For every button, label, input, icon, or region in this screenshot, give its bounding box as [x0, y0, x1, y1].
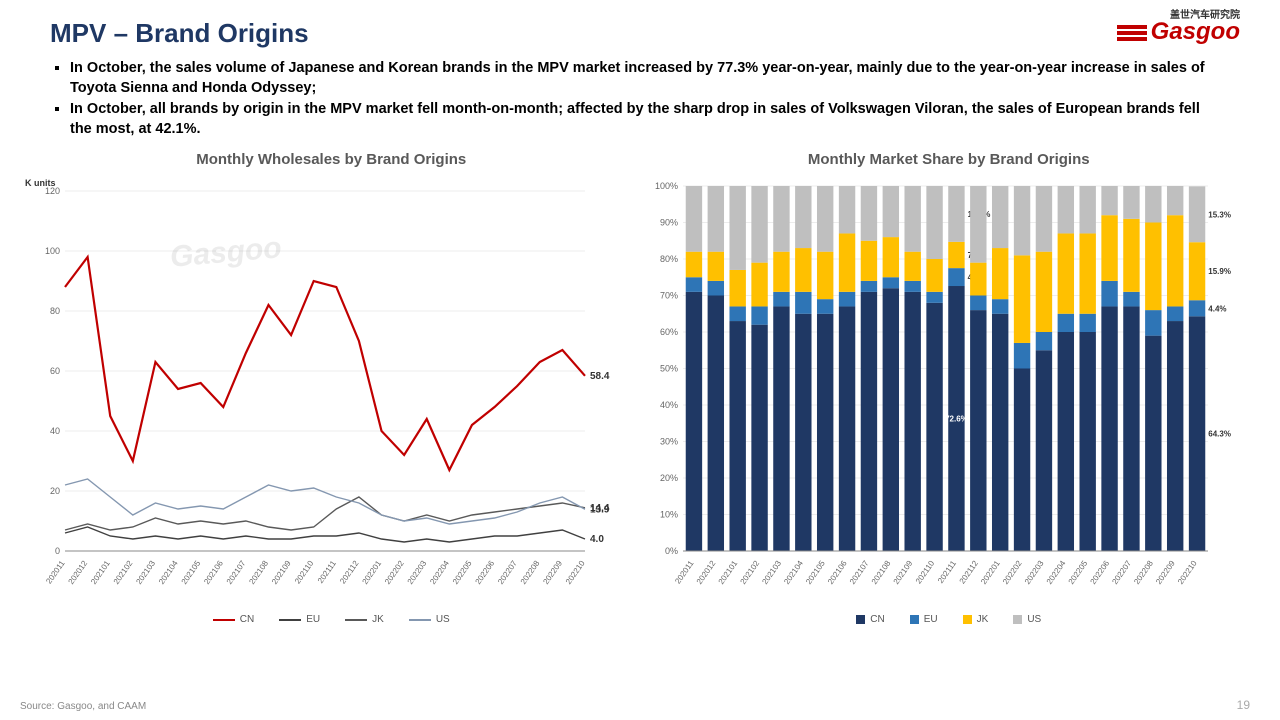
svg-text:202206: 202206: [474, 559, 497, 586]
svg-text:202012: 202012: [67, 559, 90, 586]
svg-text:202101: 202101: [89, 559, 112, 586]
y-axis-unit: K units: [25, 178, 56, 188]
svg-text:40: 40: [50, 426, 60, 436]
legend-EU: EU: [279, 614, 320, 625]
svg-text:90%: 90%: [659, 218, 677, 228]
svg-text:202109: 202109: [891, 559, 914, 586]
svg-text:202107: 202107: [225, 559, 248, 586]
svg-text:202208: 202208: [1132, 559, 1155, 586]
svg-text:202111: 202111: [316, 559, 338, 586]
svg-text:202202: 202202: [1001, 559, 1024, 586]
page-number: 19: [1237, 698, 1250, 712]
svg-text:80: 80: [50, 306, 60, 316]
svg-text:60: 60: [50, 366, 60, 376]
right-chart: Monthly Market Share by Brand Origins 0%…: [648, 151, 1251, 625]
page-title: MPV – Brand Origins: [50, 18, 309, 49]
svg-text:202110: 202110: [913, 559, 936, 586]
svg-text:202104: 202104: [782, 559, 805, 586]
svg-text:202109: 202109: [270, 559, 293, 586]
svg-text:202201: 202201: [979, 559, 1002, 586]
svg-text:202202: 202202: [383, 559, 406, 586]
svg-text:15.9%: 15.9%: [1208, 267, 1231, 276]
svg-text:202105: 202105: [180, 559, 203, 586]
svg-text:10%: 10%: [659, 510, 677, 520]
svg-text:202106: 202106: [202, 559, 225, 586]
source-footer: Source: Gasgoo, and CAAM: [20, 701, 146, 712]
svg-text:202107: 202107: [847, 559, 870, 586]
svg-text:0%: 0%: [664, 546, 677, 556]
svg-text:100: 100: [45, 246, 60, 256]
svg-text:202204: 202204: [428, 559, 451, 586]
legend-US: US: [409, 614, 450, 625]
svg-text:202205: 202205: [451, 559, 474, 586]
svg-text:100%: 100%: [654, 181, 677, 191]
svg-text:202210: 202210: [1176, 559, 1199, 586]
right-legend: CN EU JK US: [648, 614, 1251, 625]
svg-text:202203: 202203: [406, 559, 429, 586]
svg-text:70%: 70%: [659, 291, 677, 301]
legend-EU: EU: [910, 614, 938, 625]
svg-text:20: 20: [50, 486, 60, 496]
svg-text:202207: 202207: [1110, 559, 1133, 586]
svg-text:13.9: 13.9: [590, 505, 610, 516]
svg-text:202103: 202103: [760, 559, 783, 586]
svg-text:20%: 20%: [659, 473, 677, 483]
svg-text:202103: 202103: [134, 559, 157, 586]
svg-text:202011: 202011: [44, 559, 67, 586]
svg-text:50%: 50%: [659, 364, 677, 374]
legend-JK: JK: [963, 614, 989, 625]
bullet-list: In October, the sales volume of Japanese…: [0, 49, 1280, 146]
svg-text:80%: 80%: [659, 254, 677, 264]
svg-text:202111: 202111: [936, 559, 958, 586]
left-chart-title: Monthly Wholesales by Brand Origins: [30, 151, 633, 168]
svg-text:202201: 202201: [360, 559, 383, 586]
line-chart-svg: 0204060801001202020112020122021012021022…: [30, 176, 630, 606]
svg-text:202105: 202105: [804, 559, 827, 586]
legend-US: US: [1013, 614, 1041, 625]
svg-text:58.4: 58.4: [590, 371, 610, 382]
svg-text:202102: 202102: [112, 559, 135, 586]
svg-text:202110: 202110: [293, 559, 316, 586]
svg-text:202104: 202104: [157, 559, 180, 586]
svg-text:202112: 202112: [338, 559, 361, 586]
svg-text:60%: 60%: [659, 327, 677, 337]
svg-text:202204: 202204: [1044, 559, 1067, 586]
svg-text:64.3%: 64.3%: [1208, 430, 1231, 439]
svg-text:15.3%: 15.3%: [1208, 211, 1231, 220]
svg-text:202011: 202011: [673, 559, 696, 586]
svg-text:72.6%: 72.6%: [945, 415, 968, 424]
svg-text:202205: 202205: [1066, 559, 1089, 586]
svg-text:202106: 202106: [826, 559, 849, 586]
legend-CN: CN: [856, 614, 884, 625]
legend-JK: JK: [345, 614, 384, 625]
right-chart-title: Monthly Market Share by Brand Origins: [648, 151, 1251, 168]
svg-text:202203: 202203: [1022, 559, 1045, 586]
svg-text:4.4%: 4.4%: [1208, 305, 1226, 314]
logo: 盖世汽车研究院Gasgoo: [1117, 18, 1240, 46]
left-chart: Monthly Wholesales by Brand Origins K un…: [30, 151, 633, 625]
svg-text:4.0: 4.0: [590, 534, 604, 545]
svg-text:202101: 202101: [716, 559, 739, 586]
svg-text:202012: 202012: [694, 559, 717, 586]
svg-text:202108: 202108: [247, 559, 270, 586]
svg-text:202207: 202207: [496, 559, 519, 586]
svg-text:202210: 202210: [564, 559, 587, 586]
bullet-1: In October, the sales volume of Japanese…: [70, 59, 1220, 98]
svg-text:202209: 202209: [541, 559, 564, 586]
svg-text:202102: 202102: [738, 559, 761, 586]
svg-text:40%: 40%: [659, 400, 677, 410]
svg-text:202108: 202108: [869, 559, 892, 586]
bullet-2: In October, all brands by origin in the …: [70, 100, 1220, 139]
svg-text:30%: 30%: [659, 437, 677, 447]
left-legend: CN EU JK US: [30, 614, 633, 625]
svg-text:202112: 202112: [957, 559, 980, 586]
svg-text:0: 0: [55, 546, 60, 556]
bar-chart-svg: 0%10%20%30%40%50%60%70%80%90%100%2020112…: [648, 176, 1248, 606]
legend-CN: CN: [213, 614, 254, 625]
svg-text:202209: 202209: [1154, 559, 1177, 586]
svg-text:202206: 202206: [1088, 559, 1111, 586]
svg-text:202208: 202208: [519, 559, 542, 586]
